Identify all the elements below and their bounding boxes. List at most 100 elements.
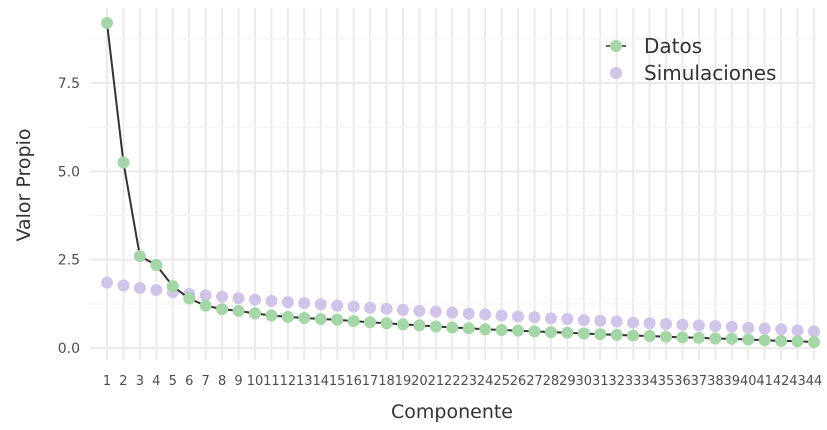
x-tick-label: 14 bbox=[312, 374, 329, 389]
y-tick-label: 5.0 bbox=[58, 164, 80, 180]
point-datos bbox=[660, 330, 673, 343]
legend-dot-simulaciones bbox=[610, 67, 622, 79]
point-simulaciones bbox=[594, 314, 607, 327]
x-tick-label: 12 bbox=[280, 374, 297, 389]
point-datos bbox=[117, 156, 130, 169]
point-datos bbox=[446, 321, 459, 334]
point-datos bbox=[331, 313, 344, 326]
x-axis-title: Componente bbox=[391, 401, 513, 423]
point-simulaciones bbox=[660, 317, 673, 330]
point-datos bbox=[216, 303, 229, 316]
point-datos bbox=[594, 328, 607, 341]
point-datos bbox=[643, 329, 656, 342]
point-simulaciones bbox=[331, 299, 344, 312]
x-tick-label: 4 bbox=[152, 374, 160, 389]
x-tick-label: 32 bbox=[608, 374, 625, 389]
x-tick-label: 21 bbox=[428, 374, 445, 389]
point-simulaciones bbox=[265, 295, 278, 308]
point-simulaciones bbox=[117, 279, 130, 292]
point-simulaciones bbox=[429, 305, 442, 318]
legend-dot-datos bbox=[610, 40, 622, 52]
x-tick-label: 6 bbox=[185, 374, 193, 389]
point-simulaciones bbox=[610, 315, 623, 328]
x-tick-label: 11 bbox=[263, 374, 280, 389]
point-simulaciones bbox=[248, 293, 261, 306]
x-tick-label: 22 bbox=[444, 374, 461, 389]
x-tick-label: 35 bbox=[658, 374, 675, 389]
point-datos bbox=[577, 327, 590, 340]
point-simulaciones bbox=[495, 309, 508, 322]
x-tick-label: 3 bbox=[136, 374, 144, 389]
point-datos bbox=[133, 250, 146, 263]
point-datos bbox=[248, 307, 261, 320]
point-datos bbox=[742, 333, 755, 346]
legend-label-datos: Datos bbox=[644, 34, 702, 58]
x-tick-label: 27 bbox=[526, 374, 543, 389]
x-tick-label: 23 bbox=[460, 374, 477, 389]
point-simulaciones bbox=[742, 321, 755, 334]
y-axis-title: Valor Propio bbox=[13, 128, 35, 241]
point-simulaciones bbox=[512, 310, 525, 323]
point-datos bbox=[758, 334, 771, 347]
x-tick-label: 40 bbox=[740, 374, 757, 389]
point-datos bbox=[495, 323, 508, 336]
point-simulaciones bbox=[577, 314, 590, 327]
point-datos bbox=[709, 332, 722, 345]
point-datos bbox=[265, 309, 278, 322]
point-datos bbox=[232, 304, 245, 317]
point-datos bbox=[462, 322, 475, 335]
y-axis-ticks: 0.0 2.5 5.0 7.5 bbox=[58, 76, 80, 357]
point-simulaciones bbox=[692, 319, 705, 332]
point-simulaciones bbox=[627, 316, 640, 329]
point-datos bbox=[314, 313, 327, 326]
point-simulaciones bbox=[413, 304, 426, 317]
point-datos bbox=[544, 326, 557, 339]
x-tick-label: 44 bbox=[806, 374, 823, 389]
x-tick-label: 15 bbox=[329, 374, 346, 389]
point-datos bbox=[101, 17, 113, 29]
point-datos bbox=[791, 335, 804, 348]
point-simulaciones bbox=[150, 284, 163, 297]
x-tick-label: 38 bbox=[707, 374, 724, 389]
point-datos bbox=[808, 335, 820, 348]
point-datos bbox=[775, 334, 788, 347]
point-datos bbox=[479, 323, 492, 336]
x-tick-label: 8 bbox=[218, 374, 226, 389]
point-datos bbox=[676, 331, 689, 344]
point-datos bbox=[512, 324, 525, 337]
point-simulaciones bbox=[281, 296, 294, 309]
x-tick-label: 25 bbox=[493, 374, 510, 389]
x-tick-label: 13 bbox=[296, 374, 313, 389]
x-tick-label: 9 bbox=[234, 374, 242, 389]
point-simulaciones bbox=[808, 325, 820, 338]
legend-key-datos bbox=[606, 40, 626, 52]
point-simulaciones bbox=[364, 301, 377, 314]
point-simulaciones bbox=[380, 302, 393, 315]
series-simulaciones bbox=[101, 276, 820, 338]
x-tick-label: 5 bbox=[169, 374, 177, 389]
point-datos bbox=[528, 325, 541, 338]
legend: Datos Simulaciones bbox=[606, 34, 776, 85]
y-tick-label: 7.5 bbox=[58, 76, 80, 92]
point-simulaciones bbox=[347, 300, 360, 313]
point-simulaciones bbox=[528, 311, 541, 324]
point-datos bbox=[281, 310, 294, 323]
point-simulaciones bbox=[561, 313, 574, 326]
point-simulaciones bbox=[643, 317, 656, 330]
point-datos bbox=[627, 329, 640, 342]
legend-label-simulaciones: Simulaciones bbox=[644, 61, 776, 85]
point-datos bbox=[298, 311, 311, 324]
x-tick-label: 19 bbox=[395, 374, 412, 389]
point-simulaciones bbox=[396, 303, 409, 316]
point-simulaciones bbox=[479, 308, 492, 321]
point-datos bbox=[610, 328, 623, 341]
x-tick-label: 16 bbox=[345, 374, 362, 389]
point-datos bbox=[396, 318, 409, 331]
point-simulaciones bbox=[446, 306, 459, 319]
x-tick-label: 39 bbox=[724, 374, 741, 389]
point-datos bbox=[561, 326, 574, 339]
point-simulaciones bbox=[758, 322, 771, 335]
point-simulaciones bbox=[709, 320, 722, 333]
x-tick-label: 10 bbox=[247, 374, 264, 389]
